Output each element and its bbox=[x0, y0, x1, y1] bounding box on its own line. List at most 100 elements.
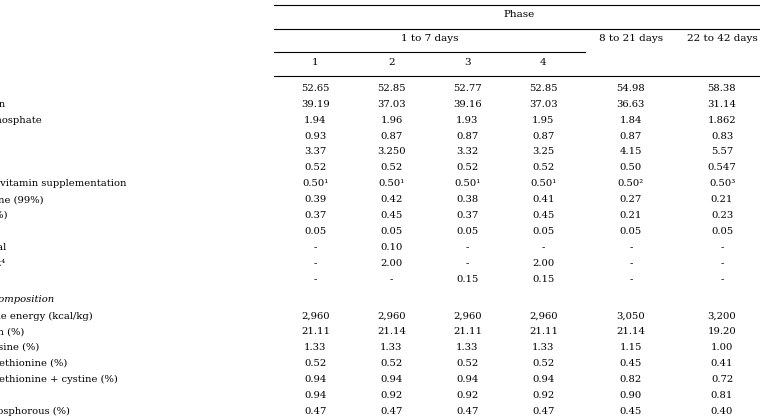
Text: 1.96: 1.96 bbox=[380, 116, 403, 124]
Text: -: - bbox=[314, 275, 317, 284]
Text: 2.00: 2.00 bbox=[532, 259, 555, 268]
Text: 21.14: 21.14 bbox=[616, 327, 645, 336]
Text: -: - bbox=[720, 259, 724, 268]
Text: 0.47: 0.47 bbox=[304, 407, 327, 416]
Text: -: - bbox=[542, 243, 545, 252]
Text: 0.52: 0.52 bbox=[380, 163, 403, 172]
Text: 2,960: 2,960 bbox=[301, 311, 330, 321]
Text: 0.47: 0.47 bbox=[380, 407, 403, 416]
Text: Yeast extract⁴: Yeast extract⁴ bbox=[0, 259, 5, 268]
Text: 4: 4 bbox=[540, 58, 546, 67]
Text: Dicalcium phosphate: Dicalcium phosphate bbox=[0, 116, 42, 124]
Text: 21.11: 21.11 bbox=[529, 327, 558, 336]
Text: Metabolizable energy (kcal/kg): Metabolizable energy (kcal/kg) bbox=[0, 311, 93, 321]
Text: 3,050: 3,050 bbox=[616, 311, 645, 321]
Text: 0.83: 0.83 bbox=[711, 132, 733, 140]
Text: 1.33: 1.33 bbox=[380, 343, 403, 352]
Text: 0.94: 0.94 bbox=[380, 375, 403, 384]
Text: 0.40: 0.40 bbox=[711, 407, 733, 416]
Text: 0.37: 0.37 bbox=[456, 211, 479, 220]
Text: 0.23: 0.23 bbox=[711, 211, 733, 220]
Text: 0.52: 0.52 bbox=[456, 163, 479, 172]
Text: 0.52: 0.52 bbox=[532, 163, 555, 172]
Text: 0.05: 0.05 bbox=[380, 227, 403, 236]
Text: 0.94: 0.94 bbox=[304, 391, 327, 400]
Text: Digestible methionine + cystine (%): Digestible methionine + cystine (%) bbox=[0, 375, 119, 384]
Text: 0.50¹: 0.50¹ bbox=[378, 179, 404, 188]
Text: 0.87: 0.87 bbox=[380, 132, 403, 140]
Text: 0.50²: 0.50² bbox=[618, 179, 644, 188]
Text: Soybean bran: Soybean bran bbox=[0, 100, 5, 109]
Text: -: - bbox=[466, 259, 469, 268]
Text: 1.33: 1.33 bbox=[456, 343, 479, 352]
Text: 52.85: 52.85 bbox=[377, 84, 406, 93]
Text: 21.11: 21.11 bbox=[301, 327, 330, 336]
Text: 0.15: 0.15 bbox=[456, 275, 479, 284]
Text: 0.50¹: 0.50¹ bbox=[530, 179, 556, 188]
Text: 1.15: 1.15 bbox=[619, 343, 642, 352]
Text: 0.47: 0.47 bbox=[456, 407, 479, 416]
Text: 0.10: 0.10 bbox=[380, 243, 403, 252]
Text: DL-methionine (99%): DL-methionine (99%) bbox=[0, 195, 44, 204]
Text: 0.82: 0.82 bbox=[619, 375, 642, 384]
Text: 39.16: 39.16 bbox=[453, 100, 482, 109]
Text: 0.21: 0.21 bbox=[711, 195, 733, 204]
Text: 0.50¹: 0.50¹ bbox=[302, 179, 328, 188]
Text: 0.52: 0.52 bbox=[304, 163, 327, 172]
Text: -: - bbox=[314, 259, 317, 268]
Text: Inert material: Inert material bbox=[0, 243, 7, 252]
Text: 2: 2 bbox=[388, 58, 394, 67]
Text: 1.862: 1.862 bbox=[708, 116, 736, 124]
Text: 0.47: 0.47 bbox=[532, 407, 555, 416]
Text: 0.87: 0.87 bbox=[456, 132, 479, 140]
Text: 0.41: 0.41 bbox=[532, 195, 555, 204]
Text: 0.27: 0.27 bbox=[619, 195, 642, 204]
Text: -: - bbox=[390, 275, 393, 284]
Text: 3: 3 bbox=[464, 58, 470, 67]
Text: -: - bbox=[629, 243, 632, 252]
Text: 19.20: 19.20 bbox=[708, 327, 736, 336]
Text: L-lysine (78%): L-lysine (78%) bbox=[0, 211, 8, 220]
Text: 37.03: 37.03 bbox=[529, 100, 558, 109]
Text: 0.39: 0.39 bbox=[304, 195, 327, 204]
Text: 52.85: 52.85 bbox=[529, 84, 558, 93]
Text: 39.19: 39.19 bbox=[301, 100, 330, 109]
Text: 31.14: 31.14 bbox=[708, 100, 736, 109]
Text: 0.05: 0.05 bbox=[304, 227, 327, 236]
Text: 0.38: 0.38 bbox=[456, 195, 479, 204]
Text: 1: 1 bbox=[312, 58, 318, 67]
Text: 1.94: 1.94 bbox=[304, 116, 327, 124]
Text: 0.41: 0.41 bbox=[711, 359, 733, 368]
Text: 2,960: 2,960 bbox=[453, 311, 482, 321]
Text: 0.50: 0.50 bbox=[619, 163, 642, 172]
Text: 36.63: 36.63 bbox=[616, 100, 645, 109]
Text: 1.84: 1.84 bbox=[619, 116, 642, 124]
Text: -: - bbox=[629, 275, 632, 284]
Text: 0.94: 0.94 bbox=[304, 375, 327, 384]
Text: 0.05: 0.05 bbox=[619, 227, 642, 236]
Text: 3,200: 3,200 bbox=[708, 311, 736, 321]
Text: 0.52: 0.52 bbox=[304, 359, 327, 368]
Text: 5.57: 5.57 bbox=[711, 147, 733, 156]
Text: 37.03: 37.03 bbox=[377, 100, 406, 109]
Text: 0.37: 0.37 bbox=[304, 211, 327, 220]
Text: 0.87: 0.87 bbox=[532, 132, 555, 140]
Text: 0.547: 0.547 bbox=[708, 163, 736, 172]
Text: 0.42: 0.42 bbox=[380, 195, 403, 204]
Text: 58.38: 58.38 bbox=[708, 84, 736, 93]
Text: -: - bbox=[466, 243, 469, 252]
Text: 0.87: 0.87 bbox=[619, 132, 642, 140]
Text: 0.50³: 0.50³ bbox=[709, 179, 735, 188]
Text: 0.52: 0.52 bbox=[456, 359, 479, 368]
Text: Gross protein (%): Gross protein (%) bbox=[0, 327, 25, 336]
Text: 1.95: 1.95 bbox=[532, 116, 555, 124]
Text: Available phosphorous (%): Available phosphorous (%) bbox=[0, 407, 71, 416]
Text: Phase: Phase bbox=[503, 10, 534, 19]
Text: 0.52: 0.52 bbox=[380, 359, 403, 368]
Text: 1.33: 1.33 bbox=[304, 343, 327, 352]
Text: 0.21: 0.21 bbox=[619, 211, 642, 220]
Text: 4.15: 4.15 bbox=[619, 147, 642, 156]
Text: 0.45: 0.45 bbox=[380, 211, 403, 220]
Text: 3.25: 3.25 bbox=[532, 147, 555, 156]
Text: 22 to 42 days: 22 to 42 days bbox=[686, 34, 758, 43]
